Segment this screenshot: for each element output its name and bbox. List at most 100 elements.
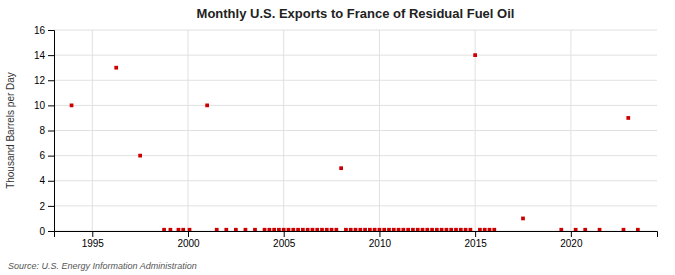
point [397, 228, 401, 231]
point [244, 228, 248, 231]
point [626, 116, 630, 120]
point [435, 228, 439, 231]
point [454, 228, 458, 231]
point [406, 228, 410, 231]
point [138, 154, 142, 158]
point [636, 228, 640, 231]
y-axis-tick: 12 [34, 75, 54, 86]
point [464, 228, 468, 231]
grid-line-y [54, 55, 657, 56]
x-axis-tick-mark [284, 231, 285, 237]
x-axis-tick-label: 2005 [273, 238, 296, 249]
y-axis-tick-label: 4 [39, 175, 45, 186]
y-axis-tick: 0 [39, 226, 54, 237]
point [301, 228, 305, 231]
y-axis-tick-mark [48, 156, 54, 157]
grid-line-x [475, 30, 476, 231]
y-axis-tick-mark [48, 80, 54, 81]
point [473, 53, 477, 57]
x-axis-tick-label: 1995 [82, 238, 105, 249]
grid-line-y [54, 180, 657, 181]
x-axis-tick-mark [92, 231, 93, 237]
point [392, 228, 396, 231]
point [320, 228, 324, 231]
y-axis-tick: 16 [34, 25, 54, 36]
point [521, 217, 525, 221]
point [296, 228, 300, 231]
x-axis: 1995 2000 2005 2010 2015 2020 [55, 231, 658, 249]
grid-line-x [283, 30, 284, 231]
grid-line-x [188, 30, 189, 231]
y-axis-tick-label: 6 [39, 150, 45, 161]
point [169, 228, 173, 231]
point [354, 228, 358, 231]
point [234, 228, 238, 231]
point [306, 228, 310, 231]
x-axis-tick-mark [571, 231, 572, 237]
x-axis-tick: 2020 [560, 231, 583, 249]
point [344, 228, 348, 231]
point [421, 228, 425, 231]
chart: 1995 2000 2005 2010 2015 2020 0 2 4 6 8 10 12 14 16 Mon… [0, 0, 675, 275]
y-axis-tick-label: 2 [39, 201, 45, 212]
grid-line-y [54, 30, 657, 31]
y-axis-tick: 10 [34, 100, 54, 111]
point [287, 228, 291, 231]
y-axis-tick: 14 [34, 50, 54, 61]
x-axis-tick: 2010 [369, 231, 392, 249]
point [483, 228, 487, 231]
y-axis-tick-label: 10 [34, 100, 46, 111]
point [358, 228, 362, 231]
point [282, 228, 286, 231]
x-axis-tick-mark [379, 231, 380, 237]
y-axis-tick-label: 14 [34, 50, 46, 61]
point [349, 228, 353, 231]
y-axis-tick-mark [48, 206, 54, 207]
x-axis-tick: 2005 [273, 231, 296, 249]
y-axis-tick: 8 [39, 125, 54, 136]
point [411, 228, 415, 231]
grid-line-y [54, 105, 657, 106]
point [330, 228, 334, 231]
source: Source: U.S. Energy Information Administ… [8, 261, 197, 271]
y-axis: 0 2 4 6 8 10 12 14 16 [34, 25, 55, 237]
y-axis-label: Thousand Barrels per Day [5, 72, 16, 189]
y-axis-tick-label: 0 [39, 226, 45, 237]
y-axis-tick: 2 [39, 201, 54, 212]
point [311, 228, 315, 231]
y-axis-tick-mark [48, 131, 54, 132]
y-axis-tick-label: 16 [34, 25, 46, 36]
point [382, 228, 386, 231]
point [440, 228, 444, 231]
point [378, 228, 382, 231]
x-axis-tick-mark [475, 231, 476, 237]
y-axis-tick-mark [48, 55, 54, 56]
point [363, 228, 367, 231]
point [387, 228, 391, 231]
x-axis-tick-label: 2015 [465, 238, 488, 249]
x-axis-tick: 2000 [177, 231, 200, 249]
point [267, 228, 271, 231]
title: Monthly U.S. Exports to France of Residu… [197, 6, 515, 21]
point [215, 228, 219, 231]
grid-line-x [92, 30, 93, 231]
x-axis-line [55, 232, 658, 238]
point [277, 228, 281, 231]
point [598, 228, 602, 231]
point [559, 228, 563, 231]
point [114, 66, 118, 70]
y-axis-tick-mark [48, 181, 54, 182]
grid-line-y [54, 80, 657, 81]
point [459, 228, 463, 231]
x-axis-tick: 1995 [82, 231, 105, 249]
grid [54, 30, 657, 231]
grid-line-y [54, 155, 657, 156]
point [325, 228, 329, 231]
x-axis-tick-label: 2010 [369, 238, 392, 249]
point [291, 228, 295, 231]
x-axis-tick-label: 2000 [177, 238, 200, 249]
point [478, 228, 482, 231]
point [162, 228, 166, 231]
point [449, 228, 453, 231]
y-axis-tick-mark [48, 231, 54, 232]
